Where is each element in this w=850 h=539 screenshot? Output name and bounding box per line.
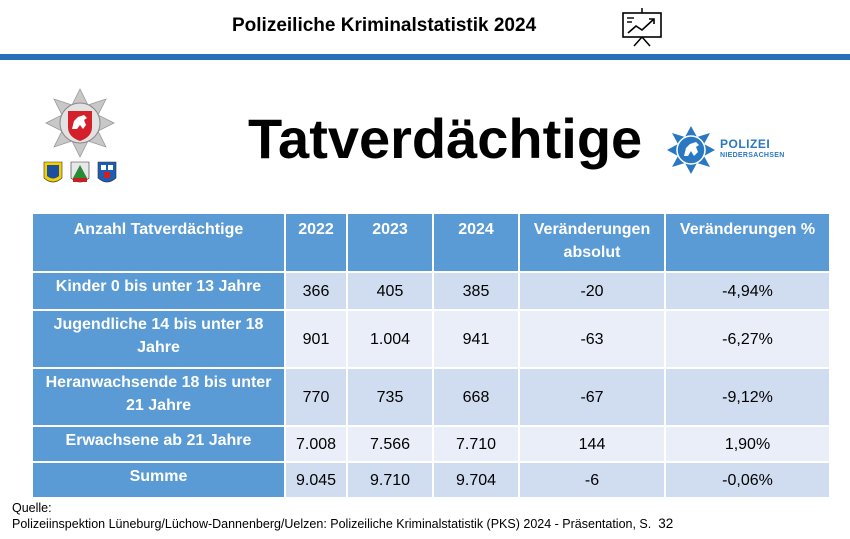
table-cell: -63 <box>518 309 666 369</box>
column-header-2023: 2023 <box>346 212 434 273</box>
source-note: Quelle: Polizeiinspektion Lüneburg/Lücho… <box>12 501 673 532</box>
table-cell: 9.704 <box>432 461 520 499</box>
table-cell: -4,94% <box>664 271 831 311</box>
table-row-total: Summe 9.045 9.710 9.704 -6 -0,06% <box>31 461 831 499</box>
row-label: Kinder 0 bis unter 13 Jahre <box>31 271 286 311</box>
table-cell: 7.710 <box>432 425 520 463</box>
table-row: Heranwachsende 18 bis unter 21 Jahre 770… <box>31 367 831 427</box>
header-title: Polizeiliche Kriminalstatistik 2024 <box>232 15 537 36</box>
row-label: Summe <box>31 461 286 499</box>
table-cell: 1.004 <box>346 309 434 369</box>
source-label: Quelle: <box>12 501 52 515</box>
table-cell: 9.045 <box>284 461 348 499</box>
table-cell: 1,90% <box>664 425 831 463</box>
table-cell: 366 <box>284 271 348 311</box>
row-label: Erwachsene ab 21 Jahre <box>31 425 286 463</box>
row-label: Jugendliche 14 bis unter 18 Jahre <box>31 309 286 369</box>
column-header-category: Anzahl Tatverdächtige <box>31 212 286 273</box>
source-citation: Polizeiinspektion Lüneburg/Lüchow-Dannen… <box>12 516 673 532</box>
table-cell: 144 <box>518 425 666 463</box>
table-cell: -0,06% <box>664 461 831 499</box>
header-divider <box>0 54 850 60</box>
column-header-2024: 2024 <box>432 212 520 273</box>
table-cell: 941 <box>432 309 520 369</box>
column-header-change-percent: Veränderungen % <box>664 212 831 273</box>
suspects-table: Anzahl Tatverdächtige 2022 2023 2024 Ver… <box>31 212 831 499</box>
header-bar: Polizeiliche Kriminalstatistik 2024 <box>0 0 850 56</box>
police-star-logo <box>43 88 117 183</box>
table-cell: 9.710 <box>346 461 434 499</box>
polizei-wordmark: POLIZEI <box>720 137 771 151</box>
table-cell: 7.566 <box>346 425 434 463</box>
presentation-board-icon <box>622 8 662 47</box>
table-cell: -20 <box>518 271 666 311</box>
polizei-niedersachsen-logo <box>667 126 715 174</box>
table-cell: 901 <box>284 309 348 369</box>
row-label: Heranwachsende 18 bis unter 21 Jahre <box>31 367 286 427</box>
page-number: 32 <box>658 516 674 531</box>
table-cell: -6 <box>518 461 666 499</box>
table-header-row: Anzahl Tatverdächtige 2022 2023 2024 Ver… <box>31 212 831 273</box>
table-cell: 735 <box>346 367 434 427</box>
table-cell: -9,12% <box>664 367 831 427</box>
table-cell: -67 <box>518 367 666 427</box>
column-header-2022: 2022 <box>284 212 348 273</box>
table-row: Erwachsene ab 21 Jahre 7.008 7.566 7.710… <box>31 425 831 463</box>
column-header-change-absolute: Veränderungen absolut <box>518 212 666 273</box>
page-title: Tatverdächtige <box>248 107 643 170</box>
table-row: Jugendliche 14 bis unter 18 Jahre 901 1.… <box>31 309 831 369</box>
table-cell: 405 <box>346 271 434 311</box>
table-cell: 770 <box>284 367 348 427</box>
table-cell: 7.008 <box>284 425 348 463</box>
source-text: Polizeiinspektion Lüneburg/Lüchow-Dannen… <box>12 517 652 531</box>
table-cell: -6,27% <box>664 309 831 369</box>
table-cell: 385 <box>432 271 520 311</box>
table-row: Kinder 0 bis unter 13 Jahre 366 405 385 … <box>31 271 831 311</box>
niedersachsen-wordmark: NIEDERSACHSEN <box>720 152 785 159</box>
table-cell: 668 <box>432 367 520 427</box>
